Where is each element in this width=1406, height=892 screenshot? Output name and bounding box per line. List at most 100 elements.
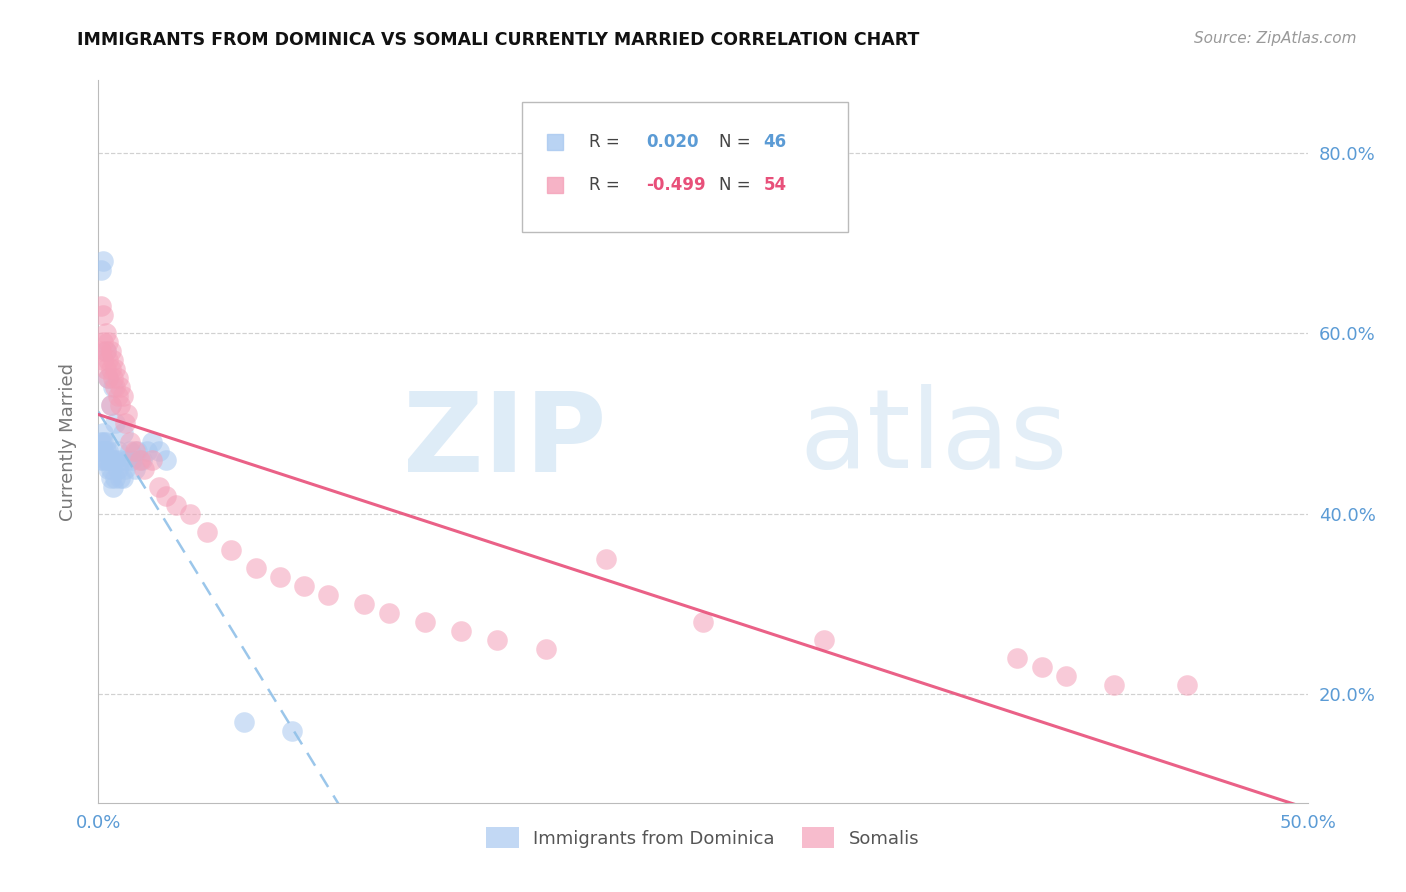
Point: [165, 498, 187, 512]
Point: [104, 380, 127, 394]
Point: [108, 380, 131, 394]
Point: [91, 353, 114, 368]
Point: [141, 434, 163, 449]
FancyBboxPatch shape: [522, 102, 848, 232]
Point: [90, 344, 112, 359]
Point: [595, 552, 617, 566]
Point: [90, 443, 112, 458]
Point: [111, 389, 134, 403]
Point: [100, 452, 122, 467]
Point: [107, 461, 129, 475]
Point: [128, 452, 150, 467]
Point: [101, 353, 124, 368]
Point: [117, 408, 139, 422]
Point: [94, 344, 117, 359]
Text: N =: N =: [718, 133, 755, 151]
Point: [91, 308, 114, 322]
Point: [90, 452, 112, 467]
Point: [232, 714, 254, 729]
Point: [108, 471, 131, 485]
Point: [245, 561, 267, 575]
Text: Source: ZipAtlas.com: Source: ZipAtlas.com: [1194, 31, 1357, 46]
Point: [353, 597, 375, 611]
Point: [94, 434, 117, 449]
Point: [221, 542, 243, 557]
Point: [100, 362, 122, 376]
Point: [692, 615, 714, 630]
Point: [107, 371, 129, 385]
Text: R =: R =: [589, 133, 626, 151]
Point: [534, 642, 557, 657]
Point: [97, 371, 120, 385]
Point: [1007, 651, 1029, 665]
Point: [111, 471, 134, 485]
Point: [90, 299, 112, 313]
Point: [94, 326, 117, 341]
Point: [486, 633, 509, 648]
Point: [117, 452, 139, 467]
Text: 54: 54: [763, 176, 786, 194]
Text: 46: 46: [763, 133, 786, 151]
Text: R =: R =: [589, 176, 626, 194]
Point: [127, 443, 149, 458]
Point: [813, 633, 835, 648]
Point: [111, 425, 134, 440]
Point: [90, 263, 112, 277]
Point: [94, 344, 117, 359]
Point: [413, 615, 436, 630]
Point: [450, 624, 472, 639]
Point: [108, 398, 131, 412]
Point: [269, 570, 291, 584]
Point: [100, 461, 122, 475]
Point: [155, 489, 177, 503]
Point: [104, 452, 127, 467]
Point: [91, 434, 114, 449]
Point: [104, 417, 127, 431]
Point: [114, 461, 136, 475]
Point: [90, 434, 112, 449]
Point: [1054, 669, 1077, 683]
Point: [377, 606, 399, 620]
Point: [135, 443, 157, 458]
Point: [1031, 660, 1053, 674]
Text: atlas: atlas: [800, 384, 1069, 491]
Point: [101, 480, 124, 494]
Point: [316, 588, 339, 602]
Point: [121, 452, 143, 467]
Point: [101, 371, 124, 385]
Point: [97, 443, 120, 458]
Point: [91, 253, 114, 268]
Point: [155, 452, 177, 467]
Point: [94, 443, 117, 458]
Point: [100, 344, 122, 359]
Point: [118, 434, 141, 449]
Point: [148, 443, 170, 458]
Point: [97, 452, 120, 467]
Point: [148, 480, 170, 494]
Point: [104, 362, 127, 376]
Y-axis label: Currently Married: Currently Married: [59, 362, 77, 521]
Text: -0.499: -0.499: [647, 176, 706, 194]
Legend: Immigrants from Dominica, Somalis: Immigrants from Dominica, Somalis: [479, 820, 927, 855]
Point: [114, 417, 136, 431]
Point: [292, 579, 315, 593]
Text: N =: N =: [718, 176, 755, 194]
Point: [141, 452, 163, 467]
Point: [281, 723, 304, 738]
Point: [179, 507, 201, 521]
Point: [100, 398, 122, 412]
Point: [91, 452, 114, 467]
Point: [91, 443, 114, 458]
Text: ZIP: ZIP: [404, 388, 606, 495]
Point: [94, 452, 117, 467]
Point: [118, 443, 141, 458]
Point: [100, 398, 122, 412]
Point: [91, 425, 114, 440]
Point: [107, 443, 129, 458]
Point: [108, 452, 131, 467]
Point: [101, 452, 124, 467]
Point: [1175, 678, 1198, 692]
Point: [97, 353, 120, 368]
Point: [1102, 678, 1125, 692]
Point: [97, 335, 120, 350]
